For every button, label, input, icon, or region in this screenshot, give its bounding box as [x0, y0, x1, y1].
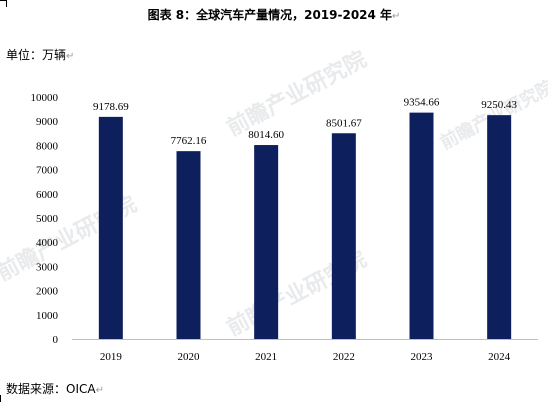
y-tick-label: 8000	[36, 140, 59, 152]
y-tick-label: 10000	[31, 92, 59, 104]
y-tick-label: 1000	[36, 310, 59, 322]
y-tick-label: 2000	[36, 286, 59, 298]
bar-2022	[331, 133, 356, 339]
x-tick-label-2023: 2023	[411, 351, 434, 363]
source-label-text: 数据来源：OICA	[6, 382, 96, 396]
corner-mark-top-vertical	[6, 0, 7, 7]
x-tick-label-2019: 2019	[100, 351, 123, 363]
y-tick-label: 0	[53, 334, 59, 346]
y-tick-label: 6000	[36, 189, 59, 201]
bars-layer	[98, 112, 512, 340]
source-label: 数据来源：OICA↵	[6, 380, 104, 397]
value-label-2020: 7762.16	[171, 135, 207, 147]
value-label-2023: 9354.66	[404, 97, 440, 109]
x-tick-label-2024: 2024	[488, 351, 511, 363]
paragraph-mark-icon: ↵	[66, 51, 75, 62]
corner-mark-bottom	[0, 395, 1, 402]
x-tick-label-2020: 2020	[178, 351, 201, 363]
x-tick-label-2021: 2021	[255, 351, 277, 363]
y-tick-label: 5000	[36, 213, 59, 225]
unit-label: 单位：万辆↵	[6, 46, 74, 63]
bar-2021	[254, 145, 279, 339]
chart-title: 图表 8：全球汽车产量情况，2019-2024 年↵	[0, 6, 548, 23]
value-label-2019: 9178.69	[93, 101, 129, 113]
x-ticks-layer: 2019 2020 2021 2022 2023 2024	[100, 351, 511, 363]
y-tick-label: 3000	[36, 261, 59, 273]
bar-2024	[487, 115, 512, 340]
value-labels-layer: 9178.69 7762.16 8014.60 8501.67 9354.66 9250.…	[93, 97, 518, 148]
x-tick-label-2022: 2022	[333, 351, 355, 363]
y-tick-label: 4000	[36, 237, 59, 249]
corner-mark-top	[0, 0, 7, 1]
value-label-2024: 9250.43	[481, 99, 517, 111]
paragraph-mark-icon: ↵	[392, 11, 401, 22]
bar-2020	[176, 151, 201, 339]
paragraph-mark-icon: ↵	[95, 385, 104, 396]
chart-title-text: 图表 8：全球汽车产量情况，2019-2024 年	[147, 8, 393, 22]
value-label-2022: 8501.67	[326, 117, 362, 129]
y-tick-label: 9000	[36, 116, 59, 128]
value-label-2021: 8014.60	[248, 129, 284, 141]
y-ticks-layer: 0 1000 2000 3000 4000 5000 6000 7000 8000 9000 100…	[31, 92, 59, 346]
unit-label-text: 单位：万辆	[6, 48, 67, 62]
bar-2023	[409, 112, 434, 340]
bar-2019	[98, 116, 123, 339]
y-tick-label: 7000	[36, 165, 59, 177]
